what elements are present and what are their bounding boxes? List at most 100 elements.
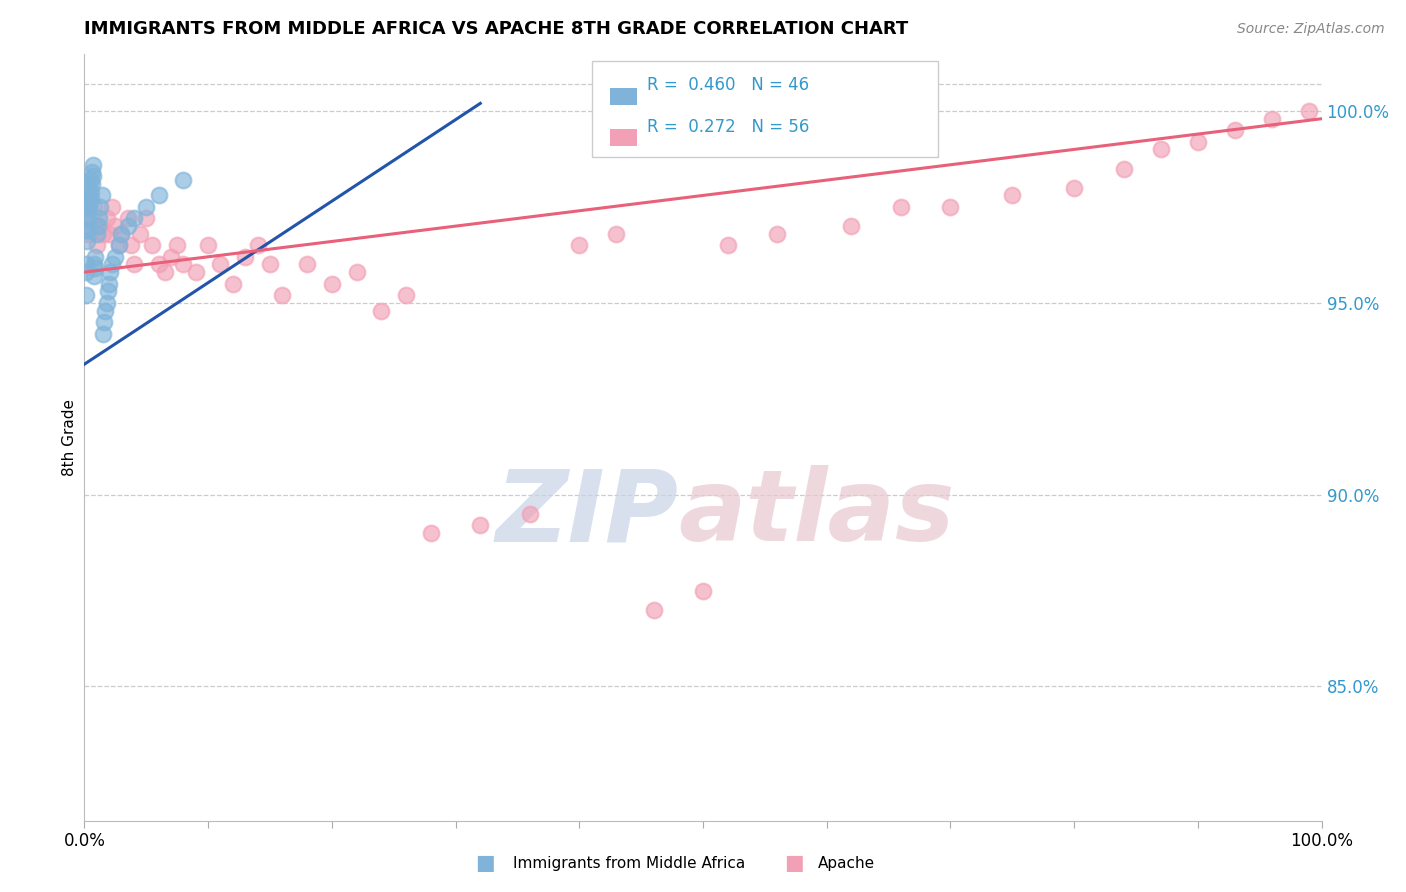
Point <box>84 261 107 276</box>
Point <box>96 211 118 226</box>
Point <box>209 257 232 271</box>
Point <box>79 211 101 226</box>
Point <box>1063 180 1085 194</box>
Point <box>1150 142 1173 156</box>
Text: ■: ■ <box>785 854 804 873</box>
Point <box>91 326 114 341</box>
Text: ZIP: ZIP <box>495 466 678 562</box>
Point <box>79 192 101 206</box>
Point <box>82 158 104 172</box>
Point <box>82 169 104 184</box>
Point <box>233 250 256 264</box>
Point <box>841 219 863 233</box>
Point <box>80 177 103 191</box>
Point <box>100 257 122 271</box>
Point <box>91 227 114 241</box>
FancyBboxPatch shape <box>610 87 637 104</box>
Point <box>77 223 100 237</box>
Text: R =  0.272   N = 56: R = 0.272 N = 56 <box>647 118 810 136</box>
Point <box>75 265 97 279</box>
Point <box>197 238 219 252</box>
Point <box>153 265 176 279</box>
Point <box>1001 188 1024 202</box>
Point <box>766 227 789 241</box>
Text: R =  0.460   N = 46: R = 0.460 N = 46 <box>647 77 810 95</box>
Point <box>184 265 207 279</box>
Point <box>568 238 591 252</box>
Point <box>1187 135 1209 149</box>
Point <box>87 219 110 233</box>
Point <box>89 211 111 226</box>
Point <box>76 211 98 226</box>
Point <box>77 200 100 214</box>
Point <box>75 257 97 271</box>
Point <box>108 238 131 252</box>
Point <box>370 303 392 318</box>
FancyBboxPatch shape <box>610 129 637 146</box>
Point <box>321 277 343 291</box>
Point <box>83 200 105 214</box>
Point <box>79 200 101 214</box>
Point <box>110 227 132 241</box>
Point <box>79 185 101 199</box>
Point <box>104 250 127 264</box>
Point <box>80 165 103 179</box>
Point <box>84 250 107 264</box>
Point <box>110 227 132 241</box>
Point <box>346 265 368 279</box>
Point <box>77 188 100 202</box>
Point <box>1223 123 1246 137</box>
Point <box>83 268 105 283</box>
Point <box>129 227 152 241</box>
Point <box>98 265 121 279</box>
Point <box>222 277 245 291</box>
Point <box>419 525 441 540</box>
Point <box>117 211 139 226</box>
Point <box>135 211 157 226</box>
Point <box>76 223 98 237</box>
Point <box>77 211 100 226</box>
Point <box>643 602 665 616</box>
Point <box>97 285 120 299</box>
Point <box>295 257 318 271</box>
Text: Source: ZipAtlas.com: Source: ZipAtlas.com <box>1237 22 1385 37</box>
Point <box>117 219 139 233</box>
Text: atlas: atlas <box>678 466 955 562</box>
Point <box>100 200 122 214</box>
FancyBboxPatch shape <box>592 62 938 157</box>
Point <box>79 173 101 187</box>
Point <box>79 192 101 206</box>
Point <box>120 238 142 252</box>
Point <box>94 303 117 318</box>
Point <box>148 188 170 202</box>
Point <box>76 235 98 249</box>
Point <box>89 200 111 214</box>
Point <box>166 238 188 252</box>
Point <box>98 277 121 291</box>
Point <box>160 250 183 264</box>
Text: Apache: Apache <box>818 856 876 871</box>
Point <box>605 227 627 241</box>
Point <box>98 227 121 241</box>
Text: IMMIGRANTS FROM MIDDLE AFRICA VS APACHE 8TH GRADE CORRELATION CHART: IMMIGRANTS FROM MIDDLE AFRICA VS APACHE … <box>84 21 908 38</box>
Point <box>259 257 281 271</box>
Point <box>939 200 962 214</box>
Point <box>77 227 100 241</box>
Point <box>395 288 418 302</box>
Point <box>717 238 740 252</box>
Point <box>470 518 492 533</box>
Point <box>86 227 108 241</box>
Point <box>148 257 170 271</box>
Point <box>86 238 108 252</box>
Point <box>172 173 194 187</box>
Point <box>1298 103 1320 118</box>
Point <box>122 257 145 271</box>
Point <box>692 583 714 598</box>
Point <box>90 188 112 202</box>
Point <box>135 200 157 214</box>
Point <box>890 200 912 214</box>
Point <box>108 238 131 252</box>
Text: Immigrants from Middle Africa: Immigrants from Middle Africa <box>513 856 745 871</box>
Point <box>172 257 194 271</box>
Point <box>1261 112 1284 126</box>
